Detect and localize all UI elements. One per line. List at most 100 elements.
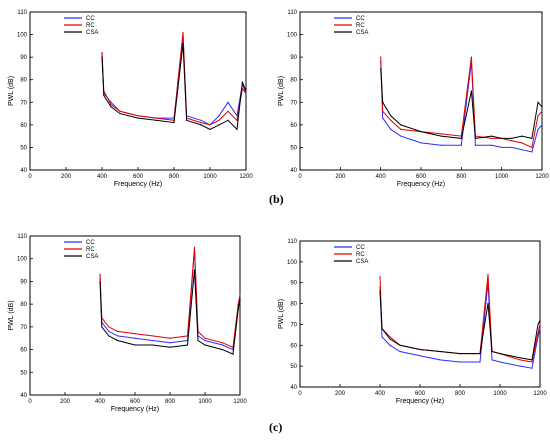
legend-label-csa: CSA [86, 30, 98, 36]
x-tick-label: 1200 [239, 174, 253, 180]
y-tick-label: 40 [290, 385, 297, 391]
y-axis-label: PWL (dB) [278, 76, 285, 106]
data-point-csa [474, 137, 477, 139]
legend-label-csa: CSA [356, 259, 368, 265]
data-point-rc [539, 323, 541, 326]
data-point-cc [501, 146, 503, 149]
data-point-rc [400, 128, 402, 130]
data-point-csa [419, 348, 421, 351]
y-tick-label: 70 [20, 100, 27, 106]
data-point-csa [511, 137, 513, 139]
x-tick-label: 1000 [203, 174, 217, 180]
data-point-cc [218, 115, 220, 117]
y-tick-label: 60 [20, 123, 27, 129]
data-point-rc [169, 337, 171, 339]
y-tick-label: 60 [290, 123, 297, 129]
data-point-cc [491, 359, 493, 361]
data-point-cc [169, 342, 171, 344]
data-point-csa [186, 119, 188, 121]
chart-panel-1: 0 200 400 600 800 1000 1200 40 50 60 70 80 90 100 110 F… [8, 10, 253, 188]
y-tick-label: 70 [20, 325, 27, 331]
data-point-rc [245, 92, 247, 94]
data-point-cc [460, 144, 462, 146]
data-point-csa [519, 357, 521, 359]
y-tick-label: 60 [290, 343, 297, 349]
legend-label-cc: CC [356, 245, 365, 251]
data-point-rc [470, 56, 473, 58]
data-point-csa [218, 124, 220, 126]
plot-frame [29, 235, 241, 396]
data-point-csa [501, 137, 503, 139]
data-point-cc [134, 337, 136, 339]
data-point-cc [151, 339, 154, 342]
series-line-csa [380, 68, 543, 140]
data-point-csa [197, 339, 199, 342]
data-point-csa [182, 43, 184, 45]
y-axis-label: PWL (dB) [8, 76, 15, 106]
x-tick-label: 800 [456, 174, 467, 180]
data-point-cc [108, 330, 110, 332]
data-point-csa [137, 117, 139, 119]
data-point-csa [155, 119, 157, 121]
data-point-cc [382, 117, 384, 119]
data-point-rc [200, 122, 202, 124]
data-point-csa [521, 135, 523, 137]
data-point-rc [537, 115, 539, 117]
data-point-cc [419, 355, 421, 357]
data-point-csa [499, 353, 501, 355]
data-point-csa [151, 344, 154, 346]
y-tick-label: 70 [290, 322, 297, 328]
data-point-rc [119, 110, 121, 112]
data-point-rc [137, 115, 139, 117]
data-point-csa [380, 67, 382, 70]
y-axis-label: PWL (dB) [8, 300, 15, 330]
data-point-csa [399, 344, 401, 346]
data-point-cc [110, 101, 112, 103]
data-point-csa [116, 339, 119, 342]
data-point-csa [193, 269, 196, 271]
y-tick-label: 50 [20, 145, 27, 151]
y-tick-label: 90 [20, 55, 27, 61]
data-point-rc [227, 110, 229, 112]
data-point-cc [399, 350, 401, 353]
data-point-csa [487, 302, 489, 305]
data-point-rc [186, 335, 189, 337]
x-axis-label: Frequency (Hz) [397, 181, 445, 188]
series-line-csa [101, 43, 247, 131]
y-tick-label: 40 [20, 168, 27, 174]
x-axis-label: Frequency (Hz) [114, 181, 162, 188]
y-tick-label: 50 [290, 145, 297, 151]
data-point-csa [537, 101, 539, 103]
data-point-csa [459, 353, 461, 355]
data-point-cc [200, 119, 202, 121]
data-point-csa [381, 328, 383, 330]
x-axis-label: Frequency (Hz) [111, 406, 159, 413]
y-tick-label: 80 [20, 78, 27, 84]
data-point-csa [531, 359, 533, 361]
data-point-cc [531, 151, 533, 153]
data-point-rc [379, 275, 381, 278]
chart-panel-2: 0 200 400 600 800 1000 1200 40 50 60 70 80 90 100 110 F… [278, 10, 549, 188]
chart-panel-3: 0 200 400 600 800 1000 1200 40 50 60 70 80 90 100 110 F… [8, 234, 247, 413]
data-point-csa [400, 124, 402, 126]
data-point-cc [420, 142, 422, 144]
data-point-csa [236, 128, 238, 130]
data-point-csa [186, 344, 189, 346]
data-point-rc [390, 119, 392, 121]
legend-label-rc: RC [356, 252, 365, 258]
data-point-cc [531, 367, 533, 369]
data-point-csa [200, 124, 202, 126]
data-point-cc [474, 144, 477, 146]
y-tick-label: 80 [20, 302, 27, 308]
data-point-csa [440, 135, 442, 137]
data-point-rc [155, 117, 157, 119]
data-point-csa [99, 280, 101, 283]
y-tick-label: 50 [20, 370, 27, 376]
data-point-csa [101, 326, 103, 328]
data-point-csa [460, 137, 462, 139]
data-point-rc [389, 336, 391, 338]
legend-label-csa: CSA [356, 30, 368, 36]
data-point-rc [239, 294, 241, 296]
y-tick-label: 50 [290, 364, 297, 370]
